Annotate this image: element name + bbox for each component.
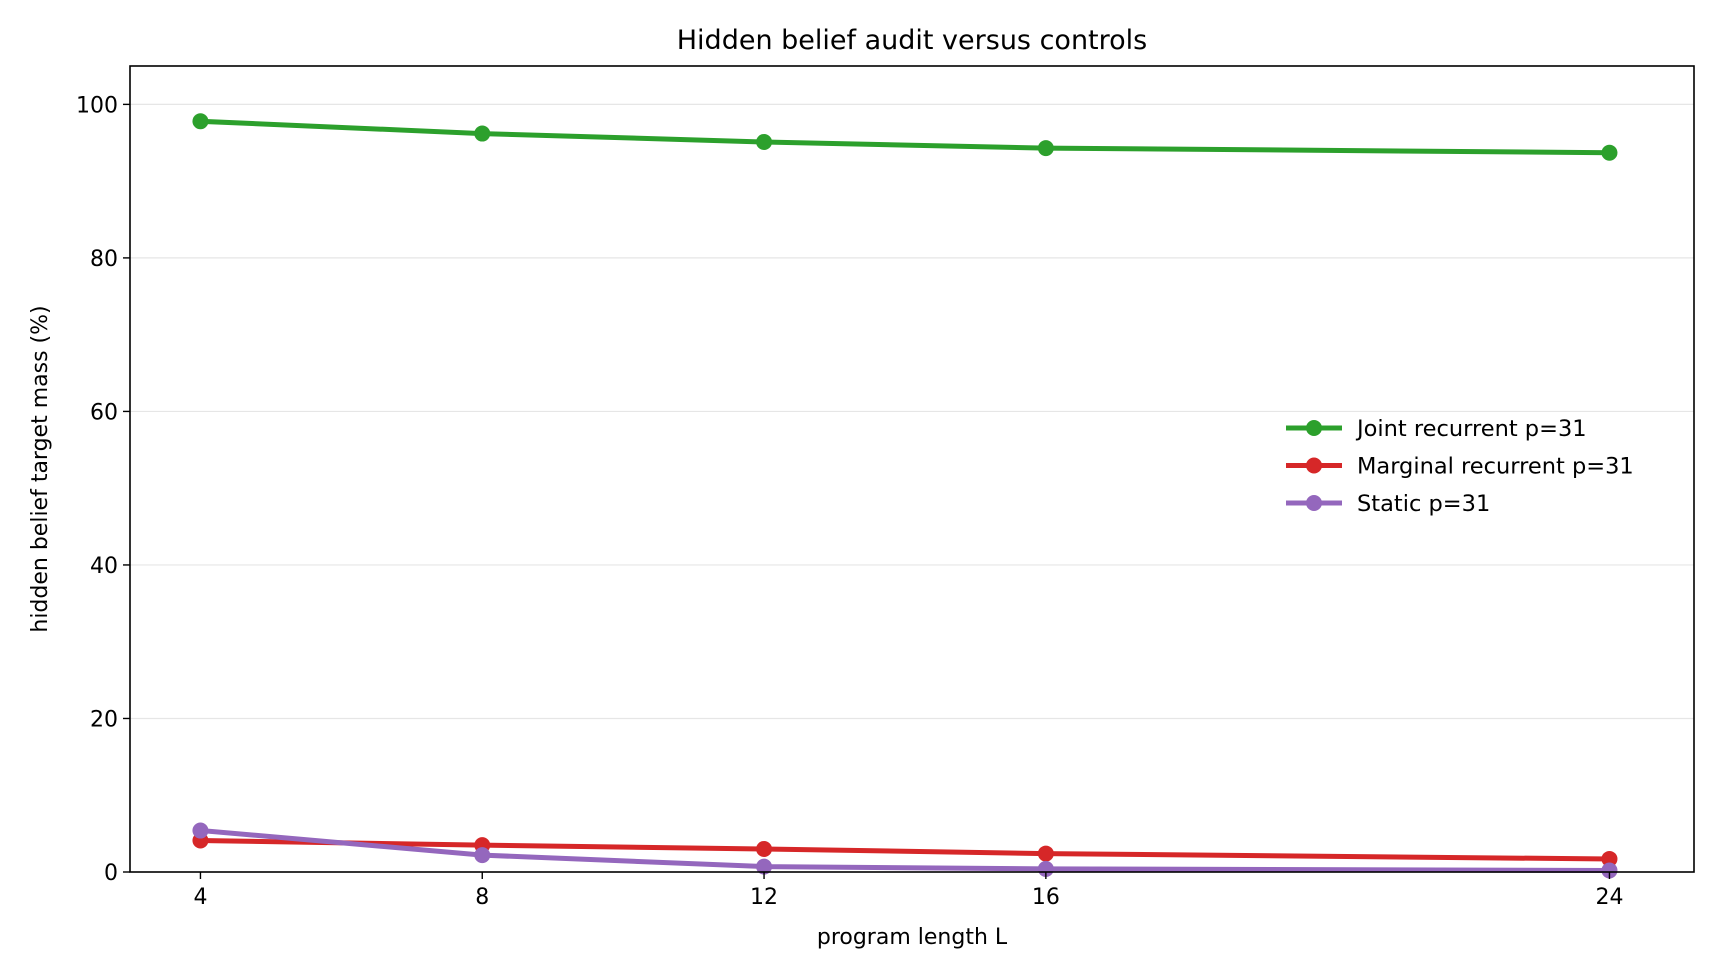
legend-entry: Joint recurrent p=31 xyxy=(1286,416,1587,442)
series-2 xyxy=(192,832,1618,867)
legend-entry: Static p=31 xyxy=(1286,491,1490,517)
x-tick-label: 16 xyxy=(1032,885,1060,910)
x-tick-label: 4 xyxy=(193,885,207,910)
series-1 xyxy=(192,113,1618,161)
data-point xyxy=(756,858,773,875)
data-point xyxy=(756,840,773,857)
data-point xyxy=(1037,140,1054,157)
data-point xyxy=(1601,144,1618,161)
y-tick-label: 100 xyxy=(76,93,118,118)
y-tick-label: 20 xyxy=(90,707,118,732)
data-point xyxy=(756,133,773,150)
grid-lines xyxy=(130,103,1694,720)
y-tick-label: 60 xyxy=(90,400,118,425)
data-point xyxy=(1601,862,1618,879)
x-tick-label: 12 xyxy=(750,885,778,910)
y-tick-label: 0 xyxy=(104,861,118,886)
plot-frame xyxy=(129,65,1695,873)
data-point xyxy=(474,847,491,864)
legend-swatch-marker xyxy=(1306,420,1322,436)
legend-entry: Marginal recurrent p=31 xyxy=(1286,454,1634,480)
legend-label: Joint recurrent p=31 xyxy=(1355,416,1587,442)
axis-ticks: 0 20 40 60 80 100 4 8 12 16 24 xyxy=(76,93,1623,910)
x-axis-label: program length L xyxy=(817,925,1008,950)
legend: Joint recurrent p=31 Marginal recurrent p… xyxy=(1286,416,1634,517)
x-tick-label: 8 xyxy=(475,885,489,910)
data-point xyxy=(192,113,209,130)
data-point xyxy=(1601,850,1618,867)
chart-title: Hidden belief audit versus controls xyxy=(677,25,1147,56)
legend-swatch-marker xyxy=(1306,457,1322,474)
legend-swatch-marker xyxy=(1306,495,1322,511)
data-point xyxy=(1037,845,1054,862)
data-point xyxy=(474,125,491,142)
data-series xyxy=(192,113,1618,879)
legend-label: Marginal recurrent p=31 xyxy=(1357,454,1634,480)
legend-label: Static p=31 xyxy=(1357,491,1490,517)
y-tick-label: 80 xyxy=(90,247,118,272)
y-axis-label: hidden belief target mass (%) xyxy=(28,305,53,632)
x-tick-label: 24 xyxy=(1595,885,1623,910)
series-3 xyxy=(192,822,1618,879)
y-tick-label: 40 xyxy=(90,554,118,579)
data-point xyxy=(1037,860,1054,877)
data-point xyxy=(192,822,209,839)
